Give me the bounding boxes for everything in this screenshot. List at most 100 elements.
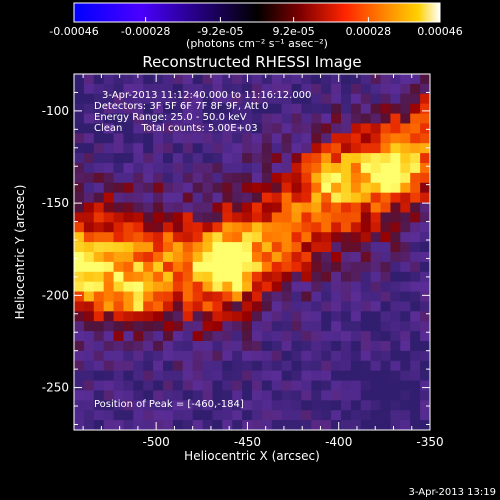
heatmap-cell [410, 172, 421, 184]
heatmap-cell [370, 182, 381, 194]
heatmap-cell [311, 163, 322, 174]
heatmap-cell [341, 252, 352, 263]
heatmap-cell [113, 163, 124, 174]
heatmap-cell [331, 301, 342, 312]
heatmap-cell [163, 252, 174, 263]
heatmap-cell [222, 301, 233, 312]
heatmap-cell [261, 93, 273, 105]
heatmap-cell [311, 74, 322, 85]
heatmap-cell [321, 350, 332, 362]
heatmap-cell [261, 202, 273, 213]
heatmap-cell [321, 341, 332, 352]
heatmap-cell [192, 291, 203, 302]
heatmap-cell [222, 202, 233, 213]
heatmap-cell [261, 232, 273, 243]
heatmap-cell [271, 212, 283, 223]
heatmap-cell [281, 420, 292, 430]
heatmap-cell [153, 232, 164, 243]
heatmap-cell [83, 261, 95, 273]
heatmap-cell [360, 370, 372, 381]
heatmap-cell [400, 380, 411, 391]
heatmap-cell [271, 380, 283, 391]
heatmap-cell [103, 370, 114, 381]
heatmap-cell [133, 202, 144, 213]
heatmap-cell [182, 420, 194, 430]
heatmap-cell [153, 281, 164, 292]
heatmap-cell [83, 113, 95, 124]
heatmap-cell [133, 222, 144, 233]
heatmap-cell [281, 83, 292, 95]
heatmap-cell [291, 103, 302, 114]
heatmap-cell [281, 133, 292, 144]
heatmap-cell [83, 390, 95, 401]
heatmap-cell [321, 380, 332, 391]
heatmap-cell [301, 311, 312, 322]
heatmap-cell [291, 301, 302, 312]
heatmap-cell [163, 232, 174, 243]
heatmap-cell [390, 212, 401, 223]
heatmap-cell [341, 182, 352, 194]
heatmap-cell [143, 192, 154, 203]
heatmap-cell [133, 172, 144, 184]
heatmap-cell [281, 123, 292, 134]
heatmap-cell [410, 311, 421, 322]
heatmap-cell [291, 271, 302, 283]
heatmap-cell [350, 281, 362, 292]
heatmap-cell [93, 271, 105, 283]
heatmap-cell [202, 281, 213, 292]
heatmap-cell [143, 370, 154, 381]
heatmap-cell [83, 192, 95, 203]
heatmap-cell [420, 410, 430, 421]
heatmap-cell [331, 370, 342, 381]
heatmap-cell [271, 143, 283, 154]
heatmap-cell [252, 143, 263, 154]
heatmap-cell [281, 163, 292, 174]
heatmap-cell [74, 321, 85, 332]
heatmap-cell [83, 380, 95, 391]
heatmap-cell [113, 232, 124, 243]
heatmap-cell [350, 202, 362, 213]
heatmap-cell [202, 390, 213, 401]
heatmap-cell [74, 74, 85, 85]
heatmap-cell [291, 232, 302, 243]
heatmap-cell [281, 321, 292, 332]
heatmap-cell [103, 222, 114, 233]
heatmap-cell [182, 311, 194, 322]
heatmap-cell [350, 153, 362, 164]
heatmap-cell [123, 133, 134, 144]
heatmap-cell [331, 232, 342, 243]
heatmap-cell [350, 93, 362, 105]
heatmap-cell [311, 123, 322, 134]
heatmap-cell [301, 420, 312, 430]
heatmap-cell [350, 350, 362, 362]
heatmap-cell [103, 242, 114, 253]
heatmap-cell [400, 341, 411, 352]
heatmap-cell [212, 261, 223, 273]
heatmap-cell [74, 380, 85, 391]
heatmap-cell [380, 222, 391, 233]
heatmap-cell [212, 410, 223, 421]
heatmap-cell [370, 390, 381, 401]
heatmap-cell [390, 93, 401, 105]
heatmap-cell [341, 281, 352, 292]
heatmap-cell [123, 350, 134, 362]
heatmap-cell [311, 350, 322, 362]
heatmap-cell [261, 350, 273, 362]
heatmap-cell [103, 93, 114, 105]
heatmap-cell [74, 113, 85, 124]
heatmap-cell [271, 271, 283, 283]
heatmap-cell [232, 380, 243, 391]
heatmap-cell [222, 93, 233, 105]
heatmap-cell [172, 153, 184, 164]
heatmap-cell [420, 301, 430, 312]
y-tick-label: -100 [42, 104, 69, 118]
heatmap-cell [331, 360, 342, 372]
heatmap-cell [341, 133, 352, 144]
heatmap-cell [113, 182, 124, 194]
heatmap-cell [380, 400, 391, 411]
heatmap-cell [420, 192, 430, 203]
heatmap-cell [261, 390, 273, 401]
heatmap-cell [192, 271, 203, 283]
heatmap-cell [212, 133, 223, 144]
heatmap-cell [143, 222, 154, 233]
